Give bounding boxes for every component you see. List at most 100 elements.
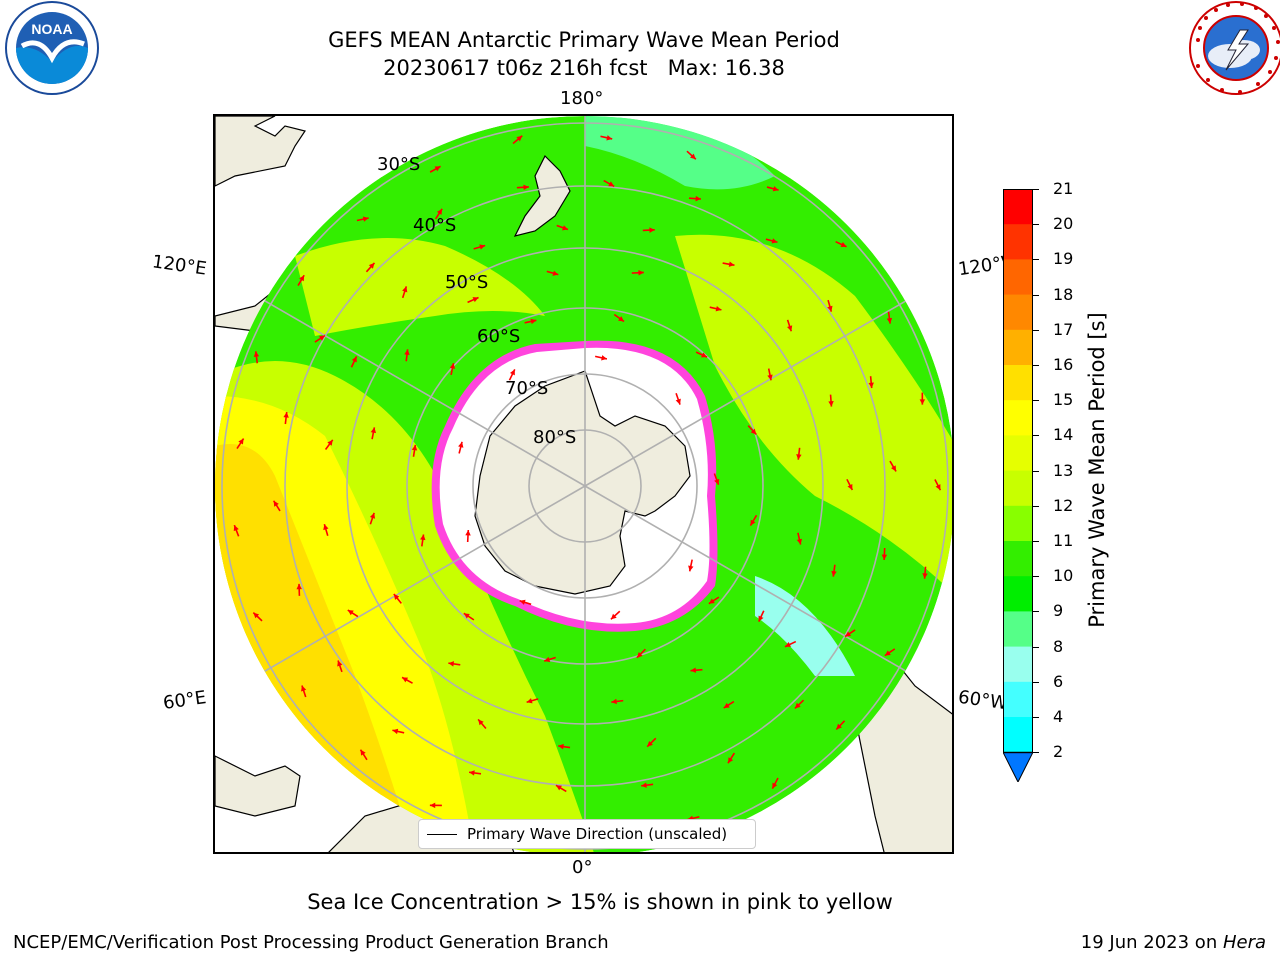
- wave-arrow-head: [606, 135, 613, 141]
- map-legend: Primary Wave Direction (unscaled): [418, 819, 756, 849]
- colorbar-band: [1003, 505, 1033, 542]
- wave-arrow-head: [519, 599, 526, 605]
- footer-machine: Hera: [1222, 932, 1266, 953]
- wave-arrow-head: [714, 478, 720, 485]
- colorbar-extend-triangle: [1002, 751, 1034, 784]
- wave-arrow-head: [935, 484, 941, 491]
- wave-arrow-head: [283, 412, 289, 418]
- legend-label: Primary Wave Direction (unscaled): [467, 825, 728, 843]
- wave-arrow-head: [301, 685, 307, 692]
- wave-arrow-head: [922, 573, 928, 579]
- period-region-teal: [585, 116, 775, 190]
- colorbar-tick-mark: [1033, 294, 1039, 296]
- period-region-north: [295, 238, 545, 336]
- lon-label-60e: 60°E: [161, 687, 208, 714]
- period-region-cyan: [755, 576, 855, 676]
- wave-arrow-head: [402, 286, 408, 293]
- wave-arrow-head: [360, 749, 366, 756]
- wave-arrow-head: [675, 398, 681, 405]
- colorbar-tick-mark: [1033, 365, 1039, 366]
- wave-arrow-head: [690, 153, 696, 160]
- colorbar-tick-label: 21: [1053, 179, 1074, 198]
- wave-arrow-head: [319, 335, 325, 341]
- lon-label-180: 180°: [560, 88, 604, 109]
- wave-arrow-head: [469, 770, 475, 776]
- legend-line-icon: [427, 833, 457, 835]
- colorbar-tick-label: 17: [1053, 319, 1074, 339]
- wave-direction-arrows: [233, 135, 942, 836]
- wave-arrow-head: [708, 598, 715, 604]
- wave-arrow-head: [562, 225, 569, 231]
- wave-arrow-head: [688, 565, 694, 572]
- colorbar-tick-label: 8: [1053, 636, 1064, 656]
- wave-arrow-head: [465, 530, 471, 536]
- wave-arrow-head: [238, 438, 244, 445]
- wave-arrow-head: [337, 660, 343, 667]
- colorbar: [1002, 189, 1034, 784]
- wave-arrow-head: [253, 612, 260, 619]
- wave-arrow-head: [436, 208, 443, 215]
- wave-arrow-head: [641, 782, 647, 788]
- wave-arrow-head: [233, 525, 239, 532]
- wave-arrow-head: [715, 306, 722, 312]
- lon-label-120e: 120°E: [150, 251, 208, 280]
- period-region-east: [675, 234, 952, 596]
- wave-arrow-head: [516, 135, 523, 142]
- lat-label-50s: 50°S: [445, 272, 488, 293]
- colorbar-border: [1003, 189, 1033, 754]
- wave-arrow-head: [299, 275, 305, 282]
- colorbar-tick-label: 14: [1053, 425, 1074, 445]
- land-top-left: [215, 116, 306, 187]
- wave-arrow-head: [750, 428, 757, 435]
- wave-arrow-head: [526, 698, 533, 704]
- colorbar-tick-mark: [1033, 646, 1039, 648]
- wave-arrow-head: [411, 444, 418, 451]
- wave-arrow-head: [552, 270, 559, 276]
- lat-label-60s: 60°S: [477, 326, 520, 347]
- colorbar-band: [1003, 717, 1033, 753]
- wave-arrow-head: [449, 363, 456, 369]
- wave-arrow-head: [847, 484, 853, 491]
- colorbar-band: [1003, 329, 1033, 366]
- colorbar-band: [1003, 681, 1033, 718]
- wave-arrow-head: [845, 631, 852, 637]
- wave-arrow-head: [881, 554, 888, 560]
- wave-arrow-head: [523, 184, 529, 191]
- colorbar-tick-label: 11: [1053, 531, 1074, 550]
- colorbar-band: [1003, 259, 1033, 296]
- colorbar-tick-label: 16: [1053, 355, 1074, 374]
- wave-arrow-head: [750, 519, 756, 526]
- wave-arrow-head: [636, 652, 643, 658]
- wave-arrow-head: [886, 317, 893, 324]
- svg-text:NOAA: NOAA: [31, 21, 72, 37]
- colorbar-tick-mark: [1033, 541, 1039, 542]
- nws-logo: [1178, 0, 1280, 100]
- colorbar-tick-mark: [1033, 576, 1039, 578]
- colorbar-band: [1003, 435, 1033, 472]
- colorbar-tick-label: 6: [1053, 671, 1064, 691]
- wave-arrow-head: [787, 325, 793, 332]
- wave-arrow-head: [558, 743, 564, 750]
- wave-arrow-head: [831, 570, 837, 577]
- wave-arrow-head: [796, 454, 802, 460]
- wave-arrow-head: [362, 216, 369, 222]
- colorbar-tick-label: 9: [1053, 601, 1064, 621]
- colorbar-tick-mark: [1033, 752, 1039, 754]
- colorbar-band: [1003, 365, 1033, 401]
- footer-date-text: 19 Jun 2023 on: [1080, 932, 1223, 953]
- wave-arrow-head: [796, 538, 803, 545]
- wave-arrow-head: [347, 610, 354, 616]
- wave-arrow-head: [695, 195, 701, 202]
- colorbar-tick-label: 10: [1053, 566, 1074, 586]
- colorbar-tick-label: 13: [1053, 460, 1074, 480]
- colorbar-tick-label: 20: [1053, 214, 1074, 234]
- lat-label-70s: 70°S: [505, 378, 548, 399]
- colorbar-band: [1003, 470, 1033, 507]
- lon-label-60w: 60°W: [956, 686, 1009, 715]
- colorbar-tick-label: 12: [1053, 495, 1074, 515]
- wave-arrow-head: [544, 656, 551, 663]
- wave-arrow-head: [649, 227, 655, 233]
- wave-arrow-head: [868, 382, 874, 389]
- wave-arrow-head: [273, 500, 279, 507]
- wave-arrow-head: [840, 242, 847, 247]
